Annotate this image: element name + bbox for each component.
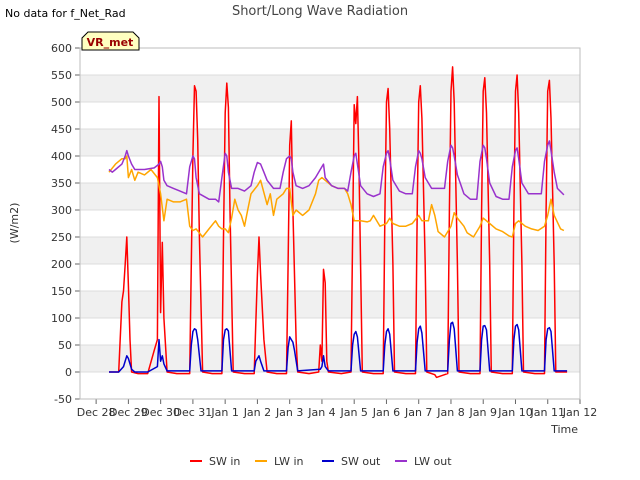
x-tick-label: Jan 6 — [372, 406, 400, 419]
legend-label: SW out — [341, 455, 381, 468]
y-tick-label: 350 — [51, 177, 72, 190]
y-tick-label: 200 — [51, 258, 72, 271]
series-line-lw-out — [108, 140, 565, 203]
y-tick-label: 400 — [51, 150, 72, 163]
plot-band — [80, 129, 580, 156]
y-tick-label: 500 — [51, 96, 72, 109]
y-tick-label: 50 — [58, 339, 72, 352]
y-axis-ticks: -50 0 50 100 150 200 250 300 350 400 450 500 550 600 — [51, 42, 80, 406]
x-tick-label: Jan 8 — [436, 406, 464, 419]
y-tick-label: 600 — [51, 42, 72, 55]
x-tick-label: Jan 3 — [275, 406, 303, 419]
legend-label: LW in — [274, 455, 304, 468]
y-tick-label: 550 — [51, 69, 72, 82]
x-tick-label: Jan 12 — [562, 406, 597, 419]
plot-frame — [79, 47, 581, 400]
plot-bands — [80, 75, 580, 372]
x-tick-label: Jan 1 — [210, 406, 238, 419]
x-tick-label: Jan 4 — [307, 406, 335, 419]
x-tick-label: Jan 11 — [530, 406, 565, 419]
site-badge-label: VR_met — [87, 36, 134, 49]
x-tick-label: Jan 7 — [404, 406, 432, 419]
legend-label: LW out — [414, 455, 452, 468]
y-tick-label: 0 — [65, 366, 72, 379]
legend-label: SW in — [209, 455, 240, 468]
y-axis-label: (W/m2) — [8, 203, 21, 244]
series-lines — [108, 66, 568, 379]
y-tick-label: 250 — [51, 231, 72, 244]
no-data-note: No data for f_Net_Rad — [5, 7, 126, 20]
x-tick-label: Dec 31 — [174, 406, 213, 419]
y-tick-label: 300 — [51, 204, 72, 217]
plot-band — [80, 237, 580, 264]
y-tick-label: -50 — [54, 393, 72, 406]
x-tick-label: Jan 5 — [339, 406, 367, 419]
x-tick-label: Dec 29 — [109, 406, 148, 419]
x-tick-label: Dec 30 — [141, 406, 180, 419]
y-tick-label: 100 — [51, 312, 72, 325]
y-tick-label: 150 — [51, 285, 72, 298]
site-badge: VR_met — [81, 31, 140, 51]
plot-band — [80, 183, 580, 210]
y-tick-label: 450 — [51, 123, 72, 136]
chart-title: Short/Long Wave Radiation — [232, 4, 408, 19]
x-tick-label: Jan 2 — [243, 406, 271, 419]
series-line-sw-in — [109, 66, 568, 379]
series-line-sw-out — [109, 321, 568, 373]
legend: SW in LW in SW out LW out — [190, 455, 452, 468]
x-axis-label: Time — [550, 423, 578, 436]
x-tick-label: Jan 10 — [497, 406, 532, 419]
x-tick-label: Dec 28 — [77, 406, 116, 419]
series-line-lw-in — [108, 155, 565, 238]
x-tick-label: Jan 9 — [468, 406, 496, 419]
plot-band — [80, 75, 580, 102]
plot-band — [80, 291, 580, 318]
